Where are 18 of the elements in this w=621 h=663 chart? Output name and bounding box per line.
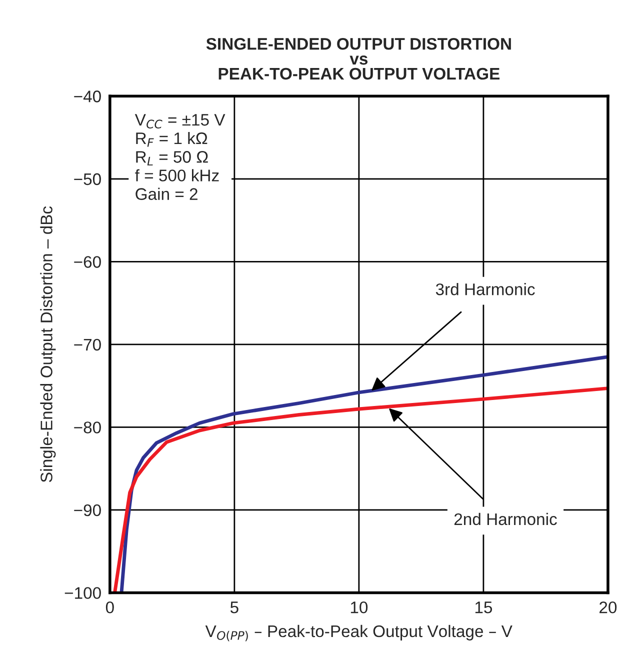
y-tick-label: −80 [74,422,101,434]
chart-title: SINGLE-ENDED OUTPUT DISTORTION vs PEAK-TO-PEAK OUTPUT VOLTAGE [206,38,511,80]
y-tick-label: −50 [74,173,101,186]
y-axis-title: Single-Ended Output Distortion – dBc [40,206,56,482]
x-tick-label: 15 [475,602,492,614]
y-tick-label: −40 [74,90,101,102]
text: V$_{CC}$ = ±15 V R$_{F}$ = 1 kΩ R$_{L}$ = 50 Ω f = 500 kHz Gain = 2 [134,114,226,200]
x-axis-title: V$_{O(PP)}$ – Peak-to-Peak Output Voltage – V [205,624,512,642]
y-tick-label: −60 [74,256,101,268]
annotation: 2nd Harmonic [454,512,557,526]
x-tick-label: 10 [350,601,368,614]
y-tick-label: −70 [74,338,101,351]
x-tick-label: 20 [600,601,617,614]
annotation: 3rd Harmonic [436,283,535,296]
y-tick-label: −100 [64,587,101,599]
y-tick-label: −90 [74,504,101,516]
x-tick-label: 0 [106,601,114,614]
x-tick-label: 5 [230,602,238,614]
